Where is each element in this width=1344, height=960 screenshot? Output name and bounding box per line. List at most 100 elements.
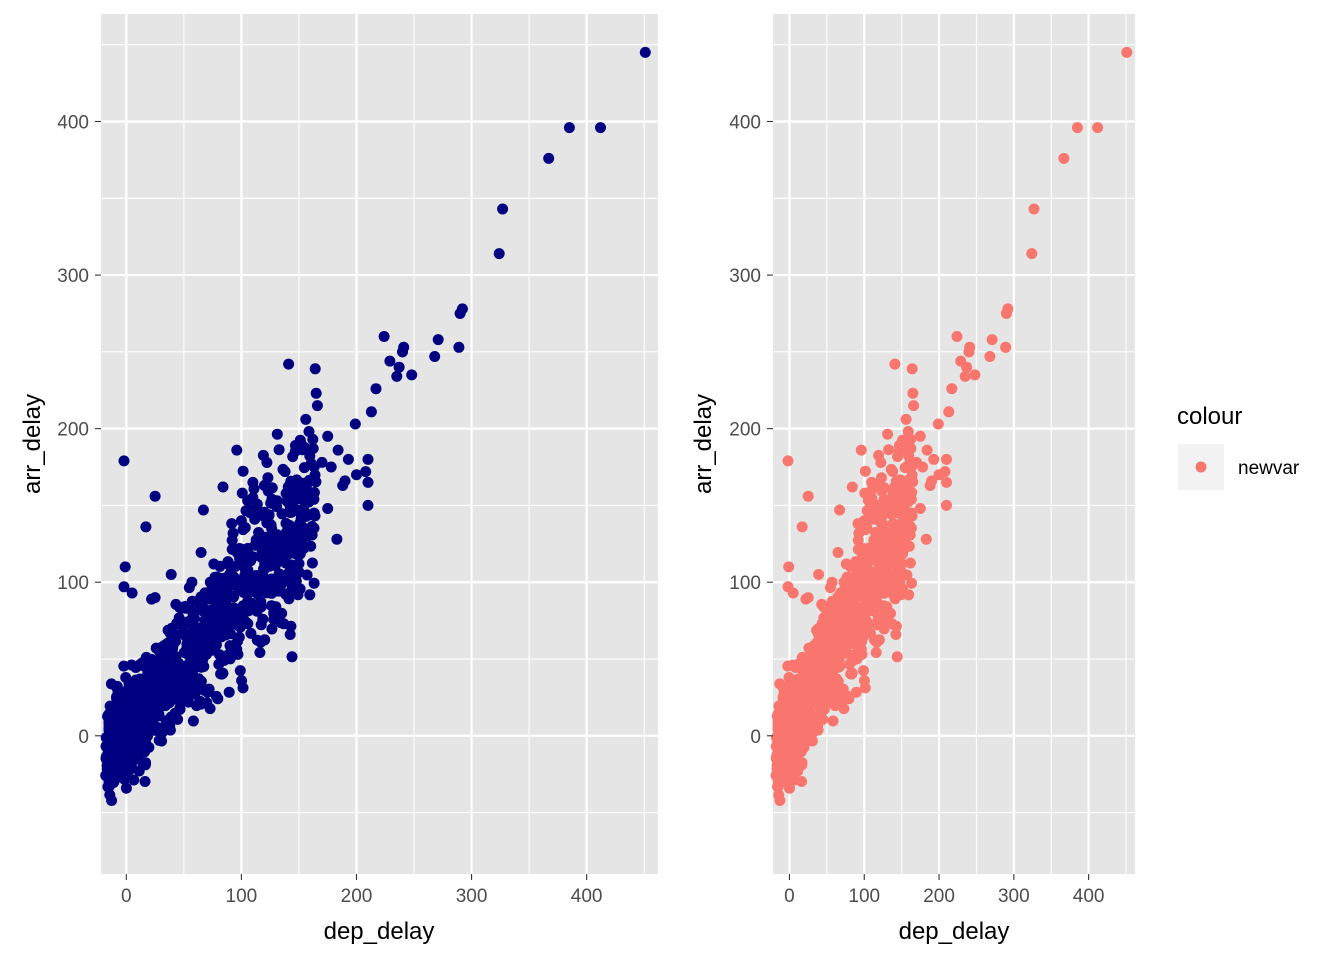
scatter-point <box>900 413 912 425</box>
scatter-point <box>984 351 996 362</box>
scatter-point <box>883 444 895 456</box>
scatter-point <box>843 610 855 622</box>
scatter-point <box>210 623 222 635</box>
scatter-point <box>856 648 868 660</box>
scatter-point <box>890 629 902 640</box>
scatter-point <box>104 778 116 790</box>
scatter-point <box>810 696 822 708</box>
y-tick-label: 400 <box>729 113 761 134</box>
scatter-point <box>850 686 862 698</box>
scatter-point <box>232 648 244 660</box>
scatter-point <box>210 690 222 702</box>
scatter-point <box>299 442 311 454</box>
scatter-point <box>906 363 918 375</box>
legend-key-point <box>1195 461 1207 473</box>
scatter-point <box>393 361 405 373</box>
scatter-point <box>959 370 971 382</box>
scatter-point <box>943 406 955 418</box>
scatter-point <box>140 757 152 769</box>
scatter-point <box>305 457 317 469</box>
scatter-point <box>180 667 192 679</box>
scatter-point <box>208 638 220 650</box>
scatter-point <box>316 456 328 468</box>
scatter-point <box>301 569 313 581</box>
scatter-point <box>896 547 908 559</box>
scatter-point <box>175 685 187 696</box>
scatter-point <box>832 547 844 558</box>
scatter-point <box>259 634 271 646</box>
scatter-point <box>232 619 244 631</box>
scatter-point <box>183 658 195 670</box>
scatter-point <box>307 443 319 454</box>
scatter-point <box>781 749 793 761</box>
y-tick-label: 300 <box>57 266 89 287</box>
scatter-point <box>870 583 882 595</box>
scatter-point <box>365 406 377 418</box>
y-tick-label: 200 <box>57 420 89 441</box>
scatter-point <box>880 534 892 546</box>
scatter-point <box>162 624 174 636</box>
scatter-point <box>311 400 323 412</box>
scatter-point <box>838 576 850 588</box>
scatter-point <box>295 504 307 516</box>
scatter-point <box>873 449 885 461</box>
y-tick-label: 400 <box>57 113 89 134</box>
scatter-point <box>111 680 123 692</box>
scatter-point <box>217 667 229 679</box>
scatter-point <box>782 455 794 467</box>
scatter-point <box>118 455 130 467</box>
scatter-point <box>310 387 322 399</box>
scatter-point <box>837 593 849 605</box>
x-tick-label: 400 <box>1073 886 1105 907</box>
scatter-point <box>862 548 873 560</box>
scatter-point <box>543 152 555 164</box>
scatter-point <box>170 651 182 662</box>
scatter-point <box>201 697 213 709</box>
scatter-point <box>881 601 893 613</box>
scatter-point <box>247 476 259 488</box>
scatter-point <box>124 695 136 707</box>
scatter-point <box>128 774 140 786</box>
scatter-point <box>265 519 277 531</box>
scatter-point <box>802 592 814 604</box>
scatter-point <box>796 776 808 787</box>
left-panel-background <box>101 14 658 874</box>
scatter-point <box>231 444 243 456</box>
scatter-point <box>280 529 292 541</box>
scatter-point <box>150 642 162 654</box>
scatter-point <box>159 649 171 661</box>
scatter-point <box>921 444 933 456</box>
scatter-point <box>855 579 866 591</box>
scatter-point <box>809 649 821 661</box>
scatter-point <box>106 795 118 806</box>
right-panel-background <box>773 14 1135 874</box>
x-tick-label: 300 <box>998 886 1030 907</box>
scatter-point <box>933 469 945 481</box>
scatter-point <box>863 597 875 609</box>
x-tick-label: 200 <box>341 886 373 907</box>
scatter-point <box>170 598 182 610</box>
scatter-point <box>893 440 905 451</box>
scatter-point <box>232 635 243 647</box>
scatter-point <box>986 334 998 346</box>
scatter-point <box>871 619 883 631</box>
left-y-tick-labels: 0 100 200 300 400 <box>57 113 101 748</box>
scatter-point <box>240 548 252 560</box>
scatter-point <box>902 474 914 486</box>
scatter-point <box>791 718 803 730</box>
scatter-point <box>286 651 298 663</box>
scatter-point <box>859 465 871 477</box>
scatter-point <box>197 504 209 516</box>
scatter-point <box>783 561 795 573</box>
scatter-point <box>139 776 151 787</box>
scatter-point <box>1028 203 1040 215</box>
scatter-point <box>130 748 142 760</box>
scatter-point <box>149 592 161 604</box>
scatter-point <box>897 504 909 516</box>
scatter-point <box>829 700 841 712</box>
scatter-point <box>946 383 958 395</box>
scatter-point <box>890 620 902 632</box>
scatter-point <box>164 724 176 736</box>
legend: colour newvar <box>1177 403 1300 490</box>
scatter-point <box>117 740 129 752</box>
